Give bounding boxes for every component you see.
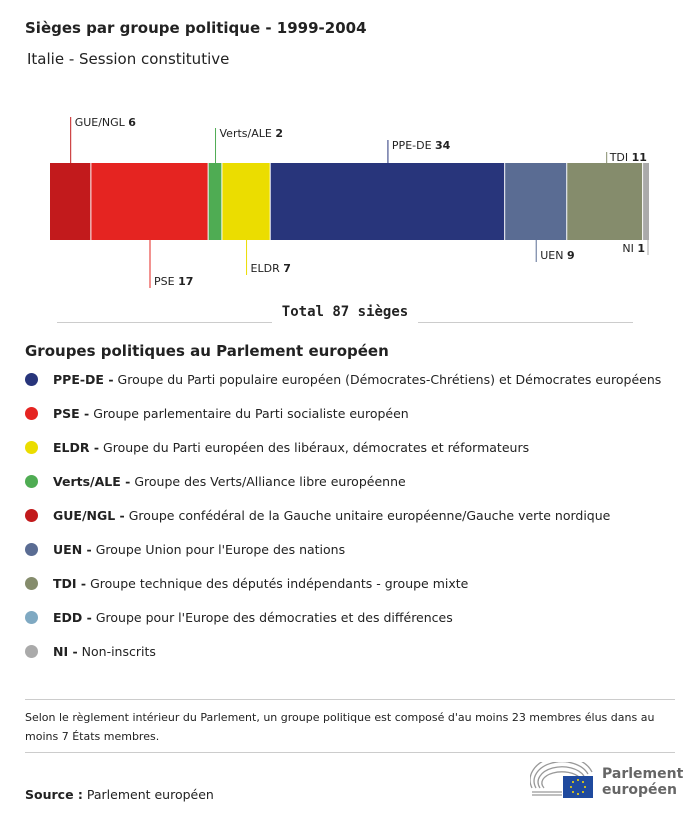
bar-segment-ni <box>643 163 649 240</box>
bar-segment-eldr <box>222 163 270 240</box>
legend-abbr: EDD - <box>53 610 92 625</box>
logo-text-1: Parlement <box>602 766 684 782</box>
data-label: Verts/ALE 2 <box>220 127 283 140</box>
bar-segment-ppede <box>270 163 505 240</box>
legend-desc: Groupe pour l'Europe des démocraties et … <box>95 610 453 625</box>
legend-item: UEN - Groupe Union pour l'Europe des nati… <box>25 542 345 557</box>
bar-segment-tdi <box>567 163 643 240</box>
legend-desc: Groupe technique des députés indépendant… <box>90 576 469 591</box>
legend-dot-icon <box>25 543 38 556</box>
total-label: Total 87 sièges <box>281 304 409 320</box>
legend-dot-icon <box>25 441 38 454</box>
legend-desc: Groupe parlementaire du Parti socialiste… <box>93 406 409 421</box>
legend-item: EDD - Groupe pour l'Europe des démocratie… <box>25 610 453 625</box>
legend-item: TDI - Groupe technique des députés indépe… <box>25 576 468 591</box>
source: Source : Parlement européen <box>25 787 214 802</box>
legend-abbr: Verts/ALE - <box>53 474 131 489</box>
divider <box>25 752 675 753</box>
data-label: ELDR 7 <box>251 262 291 275</box>
legend-dot-icon <box>25 475 38 488</box>
legend-abbr: GUE/NGL - <box>53 508 125 523</box>
legend-item: GUE/NGL - Groupe confédéral de la Gauche … <box>25 508 610 523</box>
data-label: UEN 9 <box>540 249 574 262</box>
legend-abbr: NI - <box>53 644 78 659</box>
legend-desc: Groupe du Parti européen des libéraux, d… <box>103 440 530 455</box>
legend-abbr: TDI - <box>53 576 87 591</box>
data-label: TDI 11 <box>609 151 647 164</box>
data-label: PSE 17 <box>154 275 193 288</box>
legend-desc: Non-inscrits <box>81 644 156 659</box>
legend-desc: Groupe du Parti populaire européen (Démo… <box>117 372 662 387</box>
stacked-bar-chart: GUE/NGL 6 PSE 17 Verts/ALE 2 ELDR 7 PPE-DE 3… <box>50 116 649 288</box>
legend-dot-icon <box>25 407 38 420</box>
divider <box>25 699 675 700</box>
legend-desc: Groupe confédéral de la Gauche unitaire … <box>128 508 611 523</box>
hemicycle-icon <box>529 755 593 798</box>
legend-item: ELDR - Groupe du Parti européen des libér… <box>25 440 529 455</box>
data-label: NI 1 <box>622 242 645 255</box>
divider <box>418 322 633 323</box>
bar-segment-guengl <box>50 163 91 240</box>
bar-segment-uen <box>505 163 567 240</box>
source-value: Parlement européen <box>86 787 214 802</box>
legend-item: NI - Non-inscrits <box>25 644 156 659</box>
legend-item: PSE - Groupe parlementaire du Parti socia… <box>25 406 409 421</box>
legend-abbr: ELDR - <box>53 440 100 455</box>
legend-dot-icon <box>25 577 38 590</box>
footnote: Selon le règlement intérieur du Parlemen… <box>25 711 655 743</box>
legend-dot-icon <box>25 611 38 624</box>
legend-dot-icon <box>25 645 38 658</box>
legend-item: PPE-DE - Groupe du Parti populaire europé… <box>25 372 661 387</box>
bar-segment-pse <box>91 163 208 240</box>
legend-title: Groupes politiques au Parlement européen <box>25 342 389 360</box>
divider <box>57 322 272 323</box>
logo-text-2: européen <box>602 782 677 798</box>
legend-desc: Groupe Union pour l'Europe des nations <box>95 542 346 557</box>
legend-abbr: PPE-DE - <box>53 372 114 387</box>
legend-desc: Groupe des Verts/Alliance libre européen… <box>134 474 406 489</box>
chart-title: Sièges par groupe politique - 1999-2004 <box>25 19 367 37</box>
legend-dot-icon <box>25 373 38 386</box>
parliament-logo: Parlement européen <box>529 755 684 802</box>
chart-subtitle: Italie - Session constitutive <box>27 50 230 68</box>
data-label: GUE/NGL 6 <box>75 116 137 129</box>
legend-item: Verts/ALE - Groupe des Verts/Alliance lib… <box>25 474 406 489</box>
data-label: PPE-DE 34 <box>392 139 451 152</box>
source-label: Source : <box>25 787 83 802</box>
bar-segment-vertsale <box>208 163 222 240</box>
legend-dot-icon <box>25 509 38 522</box>
legend-abbr: UEN - <box>53 542 92 557</box>
legend-abbr: PSE - <box>53 406 90 421</box>
